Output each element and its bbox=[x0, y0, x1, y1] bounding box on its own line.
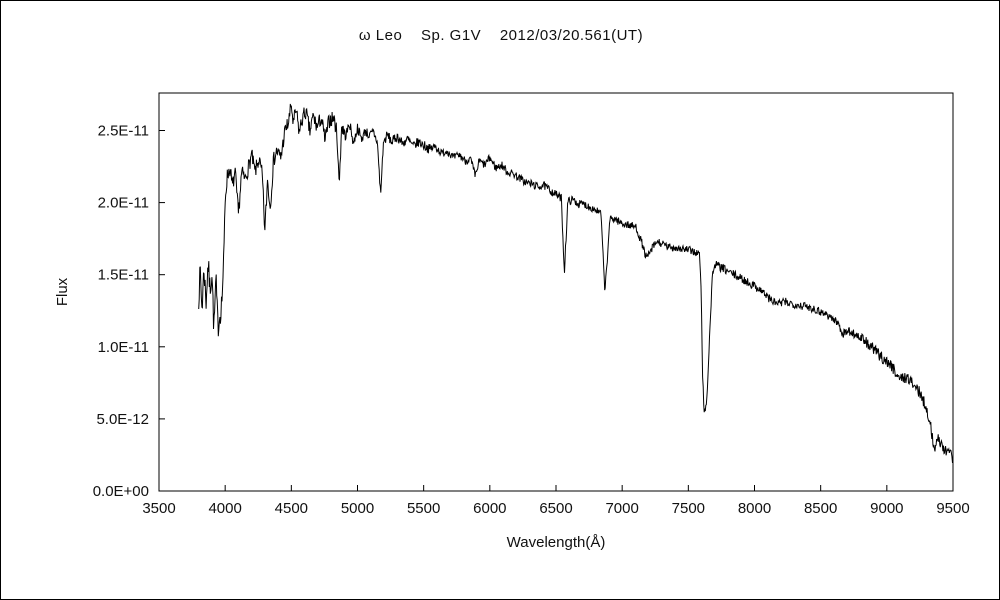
x-tick-label: 5500 bbox=[407, 500, 440, 517]
y-tick-label: 1.5E-11 bbox=[98, 267, 149, 284]
x-tick-label: 7500 bbox=[672, 500, 705, 517]
x-tick-label: 5000 bbox=[341, 500, 374, 517]
x-tick-label: 8000 bbox=[738, 500, 771, 517]
x-tick-label: 9000 bbox=[870, 500, 903, 517]
x-tick-label: 4000 bbox=[208, 500, 241, 517]
y-tick-label: 2.5E-11 bbox=[98, 122, 149, 139]
x-tick-label: 7000 bbox=[605, 500, 638, 517]
y-tick-label: 5.0E-12 bbox=[96, 411, 149, 428]
chart-title: ω Leo Sp. G1V 2012/03/20.561(UT) bbox=[358, 27, 644, 44]
x-tick-label: 8500 bbox=[804, 500, 837, 517]
y-tick-label: 2.0E-11 bbox=[98, 195, 149, 212]
y-tick-label: 0.0E+00 bbox=[93, 483, 149, 500]
x-axis-title: Wavelength(Å) bbox=[506, 534, 606, 551]
x-tick-label: 9500 bbox=[936, 500, 969, 517]
y-tick-label: 1.0E-11 bbox=[98, 339, 149, 356]
spectrum-line bbox=[198, 103, 953, 464]
x-tick-label: 6000 bbox=[473, 500, 506, 517]
x-tick-label: 4500 bbox=[275, 500, 308, 517]
x-tick-label: 6500 bbox=[539, 500, 572, 517]
x-tick-label: 3500 bbox=[142, 500, 175, 517]
